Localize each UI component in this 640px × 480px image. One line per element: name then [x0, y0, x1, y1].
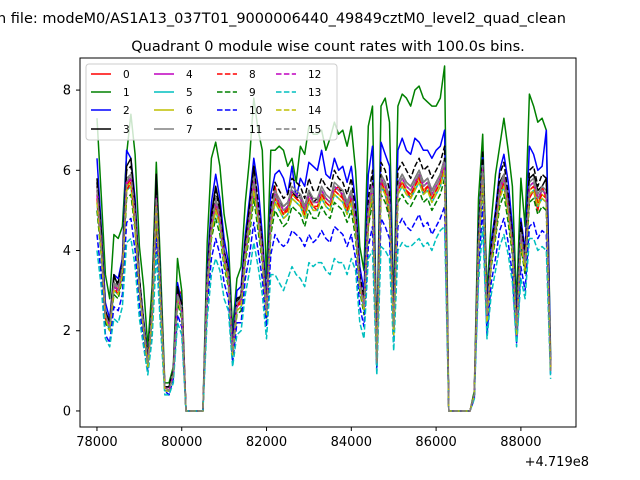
legend-label-5: 5 — [186, 87, 193, 99]
legend-label-12: 12 — [308, 69, 321, 81]
series-line-10 — [96, 205, 552, 412]
x-tick-label: 80000 — [161, 435, 202, 450]
y-tick-label: 0 — [63, 404, 71, 419]
x-offset-label: +4.719e8 — [525, 455, 589, 470]
x-tick-label: 82000 — [246, 435, 287, 450]
legend-label-4: 4 — [186, 69, 193, 81]
x-tick-label: 86000 — [415, 435, 456, 450]
plot-frame — [79, 57, 577, 428]
y-axis: 0 2 4 6 8 — [63, 84, 80, 419]
legend-label-7: 7 — [186, 124, 193, 136]
chart-title: Quadrant 0 module wise count rates with … — [131, 39, 525, 55]
legend-label-13: 13 — [308, 87, 321, 99]
legend-label-8: 8 — [249, 69, 256, 81]
legend-label-3: 3 — [123, 124, 130, 136]
legend-label-14: 14 — [308, 105, 322, 117]
y-tick-label: 4 — [63, 244, 71, 259]
x-tick-label: 78000 — [76, 435, 117, 450]
legend-box — [85, 63, 338, 141]
y-tick-label: 6 — [63, 164, 71, 179]
x-tick-label: 88000 — [500, 435, 541, 450]
legend-label-1: 1 — [123, 87, 130, 99]
legend-label-0: 0 — [123, 69, 130, 81]
legend-label-6: 6 — [186, 105, 193, 117]
legend-label-11: 11 — [249, 124, 262, 136]
y-tick-label: 2 — [63, 324, 71, 339]
legend-label-10: 10 — [249, 105, 262, 117]
figure-suptitle: n file: modeM0/AS1A13_037T01_9000006440_… — [0, 11, 566, 27]
x-tick-label: 84000 — [331, 435, 372, 450]
legend-label-2: 2 — [123, 105, 130, 117]
y-tick-label: 8 — [63, 84, 71, 99]
legend-label-9: 9 — [249, 87, 256, 99]
legend-label-15: 15 — [308, 124, 321, 136]
series-line-15 — [96, 161, 552, 412]
x-axis: 78000 80000 82000 84000 86000 88000 — [76, 427, 542, 450]
